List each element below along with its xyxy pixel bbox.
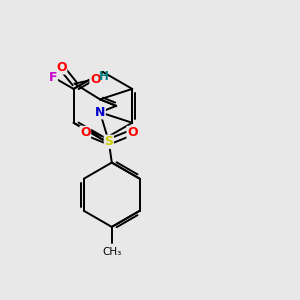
Text: O: O [90,73,101,86]
Text: O: O [127,126,138,140]
Text: O: O [80,126,91,140]
Text: O: O [56,61,67,74]
Text: F: F [49,70,57,84]
Text: H: H [99,70,108,83]
Text: S: S [104,135,113,148]
Text: CH₃: CH₃ [102,247,122,256]
Text: N: N [95,106,105,119]
